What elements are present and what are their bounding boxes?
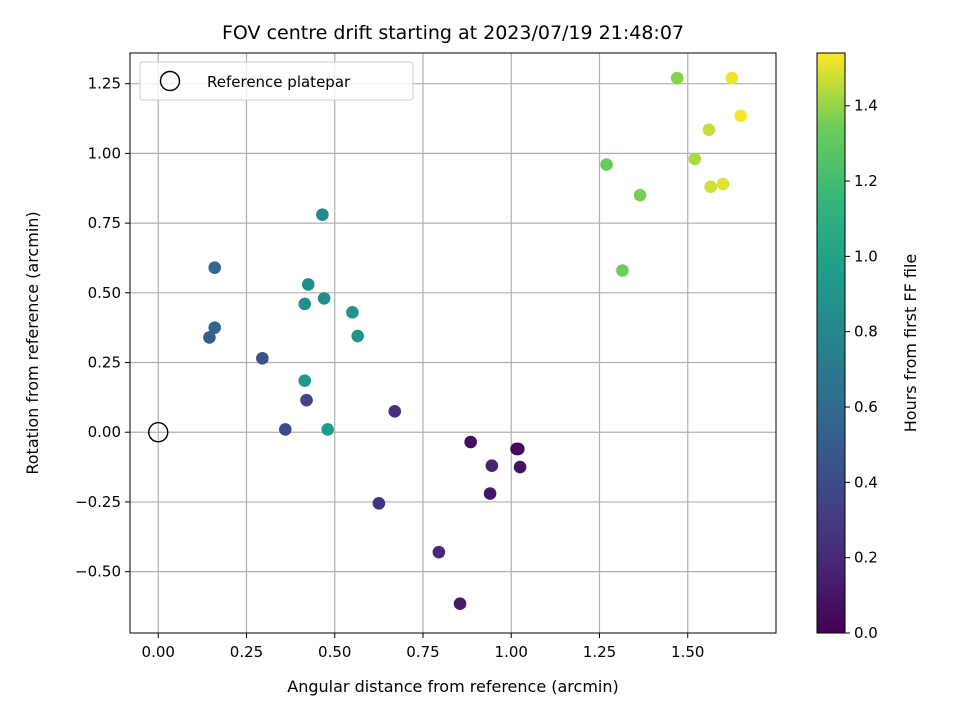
legend-box: [139, 61, 414, 101]
scatter-points: [203, 71, 747, 611]
colorbar-tick-label: 1.2: [854, 172, 878, 190]
colorbar-tick-label: 1.0: [854, 247, 878, 265]
y-tick-label: 0.50: [88, 284, 121, 302]
colorbar-label: Hours from first FF file: [901, 254, 920, 433]
y-tick-label: 1.25: [88, 75, 121, 93]
data-point: [301, 278, 315, 291]
colorbar: 0.0 0.2 0.4 0.6 0.8 1.0 1.2 1.4 Hours from firs…: [816, 52, 920, 642]
data-point: [317, 292, 331, 305]
x-tick-label: 0.00: [142, 643, 175, 661]
colorbar-gradient: [816, 52, 846, 634]
colorbar-tick-label: 0.8: [854, 323, 878, 341]
data-point: [388, 405, 402, 418]
data-point: [725, 71, 739, 85]
x-tick-label: 1.00: [495, 643, 528, 661]
y-tick-label: 0.25: [88, 354, 121, 372]
data-point: [616, 264, 629, 277]
data-point: [716, 177, 730, 191]
y-tick-label: −0.25: [75, 493, 121, 511]
data-point: [432, 545, 446, 559]
data-point: [351, 329, 364, 343]
legend-entry-reference: Reference platepar: [207, 73, 351, 91]
data-point: [321, 423, 334, 436]
data-point: [670, 71, 684, 85]
data-point: [510, 442, 523, 456]
y-tick-label: 1.00: [88, 144, 121, 162]
data-point: [256, 352, 269, 365]
x-tick-label: 0.50: [318, 643, 351, 661]
data-point: [688, 152, 702, 166]
data-point: [483, 487, 497, 500]
y-tick-label: −0.50: [75, 563, 121, 581]
data-point: [300, 393, 313, 407]
plot-frame: [129, 52, 777, 634]
colorbar-ticks: 0.0 0.2 0.4 0.6 0.8 1.0 1.2 1.4: [845, 97, 878, 642]
grid-lines: [130, 53, 776, 633]
reference-marker-group: [148, 422, 169, 443]
data-point: [464, 435, 477, 449]
x-tick-label: 1.50: [671, 643, 704, 661]
data-point: [316, 208, 329, 222]
colorbar-tick-label: 0.6: [854, 398, 878, 416]
data-point: [298, 374, 312, 387]
data-point: [633, 188, 647, 202]
y-axis-label: Rotation from reference (arcmin): [23, 211, 42, 474]
data-point: [298, 297, 312, 311]
data-point: [208, 261, 222, 275]
legend: Reference platepar: [139, 61, 414, 101]
data-point: [734, 109, 747, 123]
y-tick-label: 0.00: [88, 423, 121, 441]
colorbar-tick-label: 0.4: [854, 473, 878, 491]
data-point: [600, 158, 613, 171]
x-tick-label: 0.25: [230, 643, 263, 661]
x-axis-ticks: 0.00 0.25 0.50 0.75 1.00 1.25 1.50: [142, 633, 704, 661]
data-point: [372, 497, 386, 510]
colorbar-tick-label: 0.2: [854, 549, 878, 567]
chart-title: FOV centre drift starting at 2023/07/19 …: [222, 22, 684, 44]
x-tick-label: 1.25: [583, 643, 616, 661]
data-point: [485, 459, 499, 472]
data-point: [208, 321, 222, 334]
data-point: [346, 306, 359, 319]
colorbar-tick-label: 0.0: [854, 624, 878, 642]
data-point: [203, 331, 216, 344]
data-point: [453, 597, 467, 611]
x-tick-label: 0.75: [406, 643, 439, 661]
data-point: [513, 460, 527, 474]
y-tick-label: 0.75: [88, 214, 121, 232]
reference-platepar-marker: [148, 422, 169, 443]
data-point: [279, 423, 292, 436]
colorbar-tick-label: 1.4: [854, 97, 878, 115]
y-axis-ticks: −0.50 −0.25 0.00 0.25 0.50 0.75 1.00 1.25: [75, 75, 130, 581]
x-axis-label: Angular distance from reference (arcmin): [287, 677, 618, 696]
data-point: [704, 180, 717, 194]
data-point: [702, 123, 716, 136]
legend-marker-icon: [159, 70, 181, 92]
